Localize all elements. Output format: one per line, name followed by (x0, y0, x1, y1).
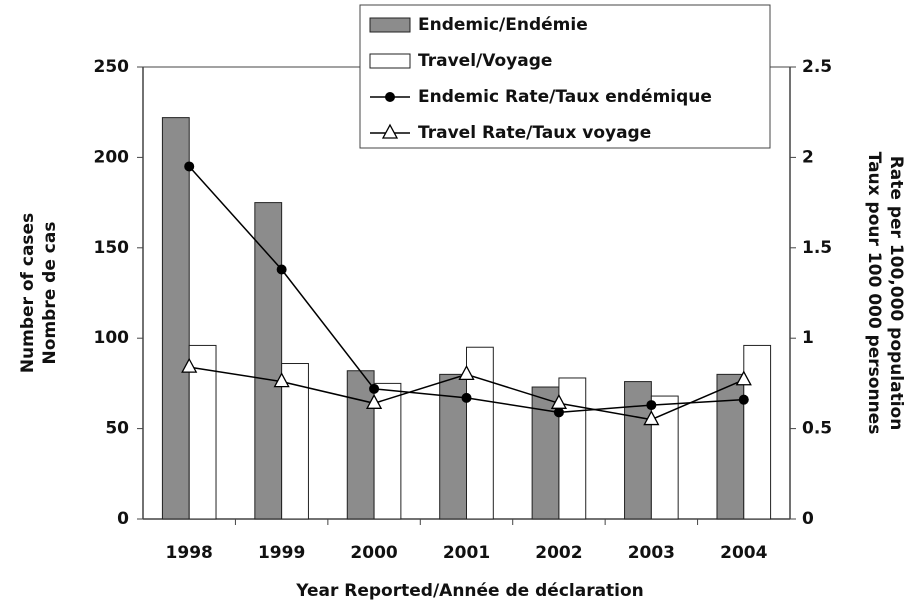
legend-box (359, 4, 771, 149)
marker (365, 393, 383, 409)
bar (558, 377, 587, 520)
y2-tick-label: 2 (802, 147, 814, 167)
x-tick-label: 1999 (258, 543, 305, 563)
bar (716, 373, 745, 520)
marker (550, 393, 568, 409)
bar (743, 344, 772, 520)
legend-label: Endemic Rate/Taux endémique (418, 87, 712, 107)
marker (735, 370, 752, 386)
legend-swatch (369, 17, 411, 33)
marker (458, 364, 475, 381)
y-tick-label: 50 (105, 419, 129, 439)
y2-tick-label: 0 (802, 509, 814, 529)
y-axis-title-line: Number of cases (18, 213, 38, 373)
y-tick-label: 0 (117, 509, 129, 529)
legend-label: Endemic/Endémie (418, 15, 588, 35)
legend-label: Travel Rate/Taux voyage (418, 123, 651, 143)
y-tick-label: 250 (94, 57, 130, 77)
x-tick-label: 2001 (443, 543, 490, 563)
legend-marker (385, 92, 395, 102)
legend-swatch (369, 53, 411, 69)
marker (646, 400, 657, 411)
marker (276, 264, 287, 275)
bar (161, 117, 190, 520)
bar (188, 344, 217, 520)
y2-tick-label: 1 (802, 328, 814, 348)
marker (643, 410, 660, 426)
y-tick-label: 150 (94, 238, 130, 258)
marker (273, 372, 290, 388)
legend-marker (381, 123, 399, 139)
y-axis-title: Number of cases Nombre de cas (18, 213, 60, 373)
marker (461, 392, 472, 403)
bar (346, 370, 375, 520)
y2-tick-label: 1.5 (802, 238, 832, 258)
bar (281, 363, 309, 520)
y-tick-label: 200 (94, 147, 130, 167)
marker (369, 383, 380, 394)
y2-axis-title: Rate per 100,000 population Taux pour 10… (864, 152, 906, 435)
x-tick-label: 2003 (628, 543, 675, 563)
y-axis-title-line: Nombre de cas (40, 222, 60, 365)
y2-tick-label: 2.5 (802, 57, 832, 77)
legend-label: Travel/Voyage (418, 51, 552, 71)
x-tick-label: 1998 (166, 543, 213, 563)
x-axis-title: Year Reported/Année de déclaration (295, 581, 644, 601)
x-tick-label: 2002 (535, 543, 582, 563)
y2-axis-title-line: Rate per 100,000 population (886, 156, 906, 431)
y-tick-label: 100 (94, 328, 130, 348)
marker (738, 394, 749, 405)
marker (184, 161, 195, 172)
marker (181, 357, 198, 373)
y2-tick-label: 0.5 (802, 419, 832, 439)
x-tick-label: 2004 (720, 543, 767, 563)
x-tick-label: 2000 (350, 543, 397, 563)
marker (553, 407, 564, 418)
bar (650, 395, 679, 520)
bar (254, 202, 283, 520)
y2-axis-title-line: Taux pour 100 000 personnes (864, 152, 884, 435)
